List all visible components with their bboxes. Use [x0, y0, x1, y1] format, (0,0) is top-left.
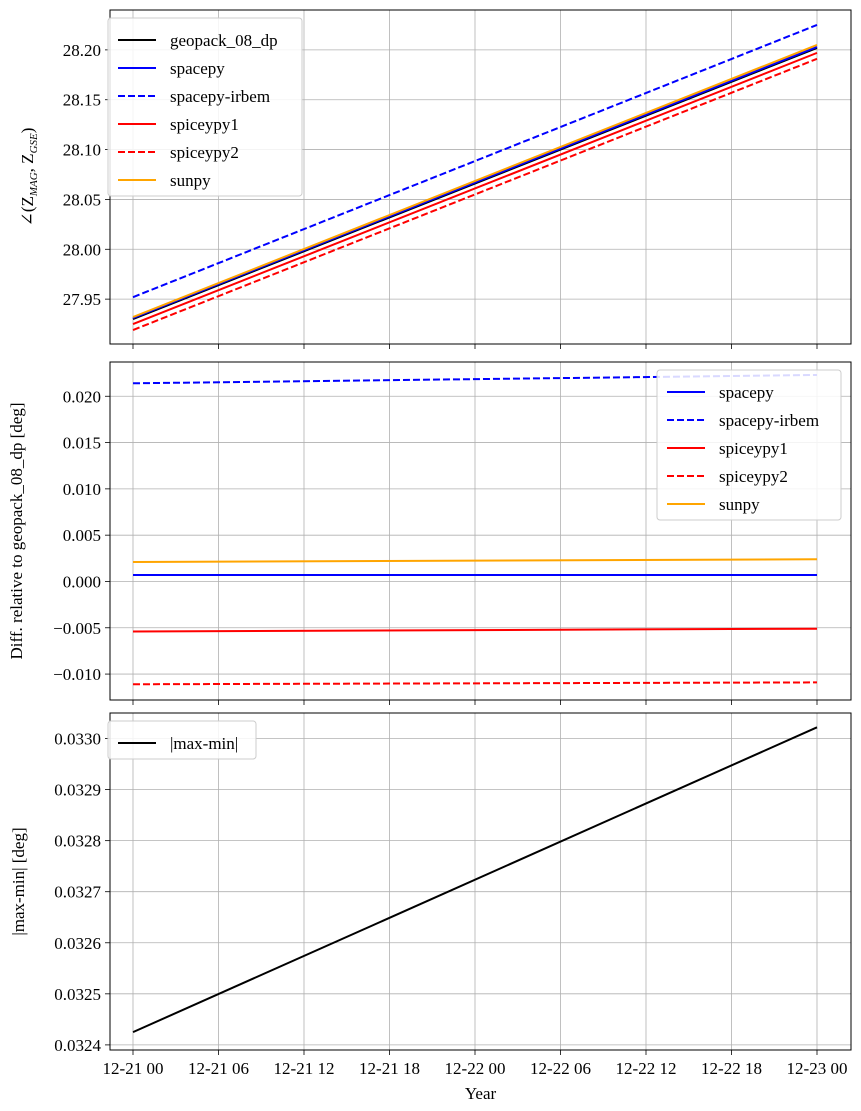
series-line-spiceypy1: [132, 51, 818, 325]
legend-entry: spacepy-irbem: [719, 411, 819, 430]
y-tick-label: 0.0325: [54, 985, 101, 1004]
y-tick-label: 27.95: [63, 290, 101, 309]
series-line-sunpy: [132, 43, 818, 319]
y-axis-label-part: ∠(Z: [18, 196, 37, 226]
legend-entry: spacepy-irbem: [170, 87, 270, 106]
legend-entry: spiceypy2: [170, 143, 239, 162]
y-axis-label-part: , Z: [18, 153, 37, 172]
y-tick-label: 0.020: [63, 387, 101, 406]
legend-entry: spacepy: [170, 59, 225, 78]
x-tick-label: 12-21 06: [188, 1059, 249, 1078]
x-tick-label: 12-22 06: [530, 1059, 591, 1078]
chart-panel-3: 12-21 00 12-21 06 12-21 12 12-21 18 12-22 00…: [9, 712, 852, 1103]
y-tick-label: 0.0330: [54, 730, 101, 749]
y-tick-label: 28.10: [63, 141, 101, 160]
legend-entry: sunpy: [170, 171, 211, 190]
y-tick-label: 28.15: [63, 91, 101, 110]
series-line-sunpy: [132, 558, 818, 564]
y-tick-label: 0.005: [63, 526, 101, 545]
y-axis-label: Diff. relative to geopack_08_dp [deg]: [7, 403, 26, 660]
y-tick-label: 0.0327: [54, 883, 101, 902]
y-axis-label-part: ): [18, 128, 37, 134]
chart-panel-2: −0.010 −0.005 0.000 0.005 0.010 0.015 0.020 Dif…: [7, 361, 852, 705]
plot-frame: [109, 361, 852, 701]
y-tick-label: 0.015: [63, 434, 101, 453]
y-tick-label: 28.00: [63, 240, 101, 259]
legend-box: [107, 17, 303, 197]
y-tick-label: 0.000: [63, 572, 101, 591]
x-tick-label: 12-22 12: [616, 1059, 677, 1078]
chart-panel-1: 27.95 28.00 28.05 28.10 28.15 28.20 ∠(ZMAG, ZG…: [18, 9, 852, 349]
x-tick-label: 12-22 18: [701, 1059, 762, 1078]
plot-frame: [109, 712, 852, 1051]
y-tick-label: −0.010: [53, 665, 101, 684]
y-tick-label: 28.20: [63, 41, 101, 60]
legend-entry: geopack_08_dp: [170, 31, 278, 50]
y-tick-label: 0.010: [63, 480, 101, 499]
series-line-max-min: [132, 726, 818, 1034]
series-line-spacepy: [132, 45, 818, 320]
legend-box: [656, 369, 842, 521]
legend-entry: |max-min|: [170, 734, 238, 753]
y-axis-label: |max-min| [deg]: [9, 827, 28, 935]
y-tick-label: 28.05: [63, 190, 101, 209]
y-tick-label: 0.0324: [54, 1036, 101, 1055]
series-line-spiceypy2: [132, 681, 818, 686]
legend-entry: spiceypy2: [719, 467, 788, 486]
series-line-spiceypy2: [132, 57, 818, 331]
x-tick-label: 12-23 00: [787, 1059, 848, 1078]
y-axis-label-part: MAG: [28, 172, 40, 197]
legend: spacepy spacepy-irbem spiceypy1 spiceypy2 su…: [656, 369, 842, 521]
legend-entry: spiceypy1: [719, 439, 788, 458]
y-tick-label: 0.0329: [54, 781, 101, 800]
legend-entry: spiceypy1: [170, 115, 239, 134]
x-tick-label: 12-21 18: [359, 1059, 420, 1078]
y-tick-label: 0.0328: [54, 832, 101, 851]
series-line-spacepy-irbem: [132, 24, 818, 299]
x-tick-label: 12-21 12: [274, 1059, 335, 1078]
legend-entry: spacepy: [719, 383, 774, 402]
legend: |max-min|: [107, 720, 257, 760]
y-axis-label: ∠(ZMAG, ZGSE): [18, 128, 40, 227]
y-tick-label: −0.005: [53, 619, 101, 638]
y-tick-label: 0.0326: [54, 934, 101, 953]
legend-entry: sunpy: [719, 495, 760, 514]
series-line-spiceypy1: [132, 627, 818, 633]
x-tick-label: 12-22 00: [445, 1059, 506, 1078]
x-axis-label: Year: [465, 1084, 497, 1103]
legend-box: [107, 720, 257, 760]
y-axis-label-part: GSE: [28, 133, 40, 153]
x-tick-label: 12-21 00: [103, 1059, 164, 1078]
